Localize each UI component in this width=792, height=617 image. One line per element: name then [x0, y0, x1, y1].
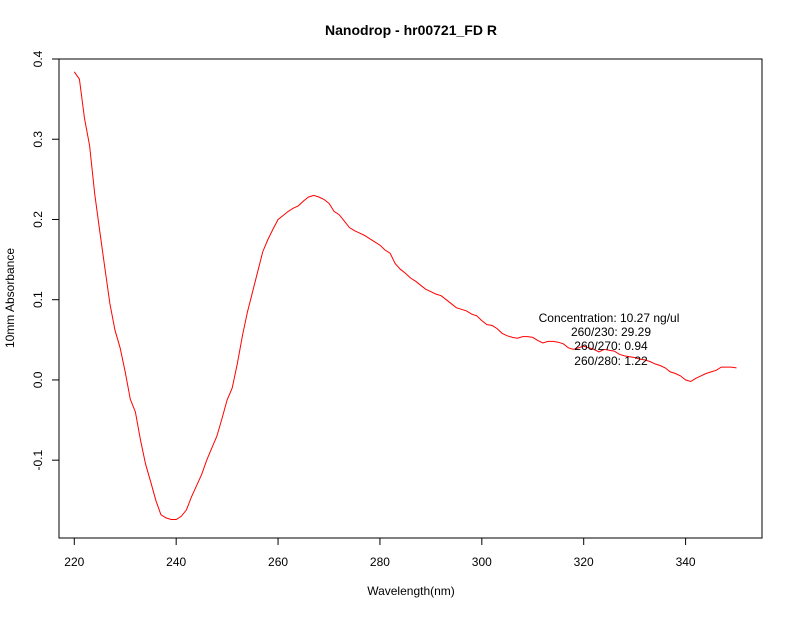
y-axis: -0.1 0.0 0.1 0.2 0.3 0.4 — [31, 50, 60, 471]
y-tick-label: -0.1 — [31, 450, 45, 471]
x-axis: 220 240 260 280 300 320 340 — [64, 537, 696, 569]
annotation-concentration: Concentration: 10.27 ng/ul — [539, 311, 680, 325]
x-ticks: 220 240 260 280 300 320 340 — [64, 538, 696, 569]
y-ticks: -0.1 0.0 0.1 0.2 0.3 0.4 — [31, 50, 59, 471]
chart-title: Nanodrop - hr00721_FD R — [325, 22, 497, 38]
annotations: Concentration: 10.27 ng/ul 260/230: 29.2… — [539, 311, 680, 368]
x-tick-label: 220 — [64, 555, 84, 569]
annotation-260-230: 260/230: 29.29 — [571, 325, 651, 339]
x-tick-label: 260 — [268, 555, 288, 569]
x-tick-label: 300 — [472, 555, 492, 569]
y-tick-label: 0.1 — [31, 291, 45, 308]
y-tick-label: 0.0 — [31, 371, 45, 388]
x-tick-label: 320 — [574, 555, 594, 569]
y-tick-label: 0.3 — [31, 131, 45, 148]
y-axis-label: 10mm Absorbance — [3, 248, 17, 348]
x-tick-label: 340 — [676, 555, 696, 569]
x-tick-label: 240 — [166, 555, 186, 569]
y-tick-label: 0.2 — [31, 211, 45, 228]
series-line — [73, 71, 737, 520]
annotation-260-280: 260/280: 1.22 — [574, 354, 648, 368]
x-tick-label: 280 — [370, 555, 390, 569]
x-axis-label: Wavelength(nm) — [367, 584, 455, 598]
annotation-260-270: 260/270: 0.94 — [574, 339, 648, 353]
y-tick-label: 0.4 — [31, 50, 45, 67]
